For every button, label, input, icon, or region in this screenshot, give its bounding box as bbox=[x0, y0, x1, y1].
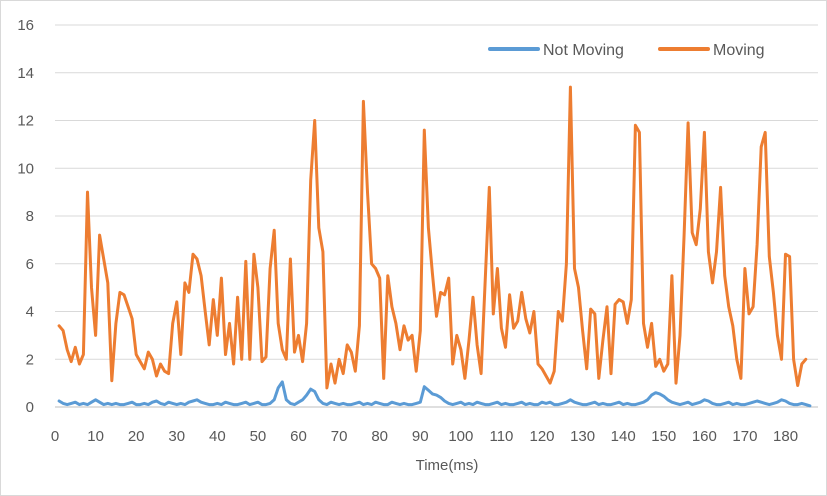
legend-label-moving: Moving bbox=[713, 42, 765, 59]
x-tick-label: 40 bbox=[209, 428, 226, 445]
x-tick-label: 110 bbox=[489, 428, 513, 445]
legend-label-not-moving: Not Moving bbox=[543, 42, 624, 59]
series-line-not-moving bbox=[57, 380, 812, 408]
x-tick-label: 180 bbox=[773, 428, 798, 445]
x-tick-label: 80 bbox=[371, 428, 388, 445]
y-tick-label: 0 bbox=[26, 399, 34, 416]
x-axis-title: Time(ms) bbox=[416, 457, 479, 474]
y-tick-label: 16 bbox=[17, 17, 34, 34]
y-tick-label: 12 bbox=[17, 113, 34, 130]
x-tick-label: 10 bbox=[87, 428, 104, 445]
x-tick-label: 90 bbox=[412, 428, 429, 445]
y-axis-ticks: 0 2 4 6 8 10 12 14 16 bbox=[17, 17, 34, 416]
x-tick-label: 0 bbox=[51, 428, 59, 445]
x-tick-label: 170 bbox=[732, 428, 757, 445]
y-tick-label: 4 bbox=[26, 304, 34, 321]
y-tick-label: 6 bbox=[26, 256, 34, 273]
x-tick-label: 60 bbox=[290, 428, 307, 445]
y-tick-label: 2 bbox=[26, 351, 34, 368]
x-tick-label: 20 bbox=[128, 428, 145, 445]
x-axis-ticks: 0 10 20 30 40 50 60 70 80 90 100 110 120 130 140 150 160… bbox=[51, 428, 798, 445]
x-tick-label: 70 bbox=[331, 428, 348, 445]
x-tick-label: 160 bbox=[692, 428, 717, 445]
x-tick-label: 140 bbox=[611, 428, 636, 445]
x-tick-label: 150 bbox=[651, 428, 676, 445]
x-tick-label: 120 bbox=[530, 428, 555, 445]
x-tick-label: 100 bbox=[448, 428, 473, 445]
y-tick-label: 14 bbox=[17, 65, 34, 82]
y-tick-label: 10 bbox=[17, 160, 34, 177]
x-tick-label: 30 bbox=[168, 428, 185, 445]
x-tick-label: 130 bbox=[570, 428, 595, 445]
x-tick-label: 50 bbox=[250, 428, 267, 445]
legend: Not Moving Moving bbox=[488, 42, 765, 59]
y-tick-label: 8 bbox=[26, 208, 34, 225]
series-lines bbox=[57, 85, 812, 408]
series-line-moving bbox=[57, 85, 808, 390]
